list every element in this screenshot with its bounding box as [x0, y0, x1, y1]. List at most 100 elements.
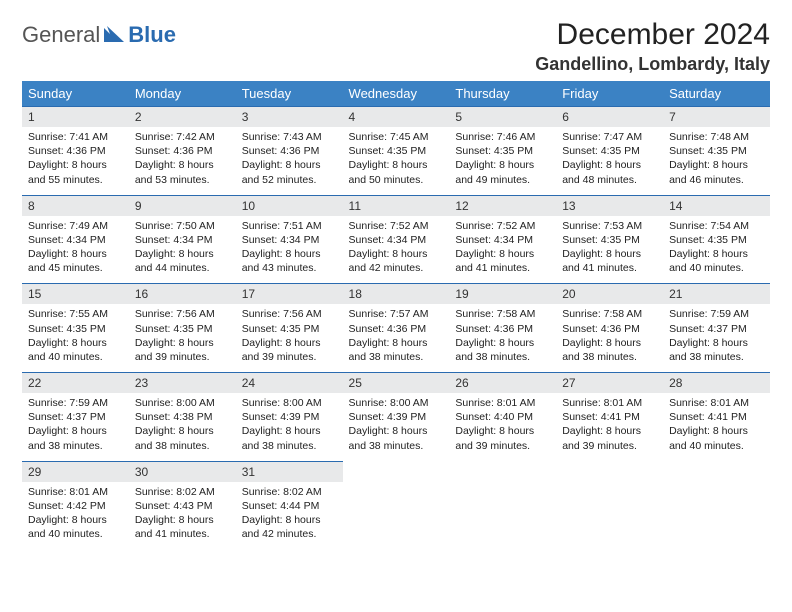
- calendar-cell: 17Sunrise: 7:56 AMSunset: 4:35 PMDayligh…: [236, 284, 343, 373]
- sunset-line: Sunset: 4:35 PM: [562, 144, 657, 158]
- sunset-line: Sunset: 4:35 PM: [562, 233, 657, 247]
- daylight-line: Daylight: 8 hours and 38 minutes.: [669, 336, 764, 364]
- calendar-row: 22Sunrise: 7:59 AMSunset: 4:37 PMDayligh…: [22, 373, 770, 462]
- daylight-line: Daylight: 8 hours and 40 minutes.: [669, 247, 764, 275]
- calendar-cell: 8Sunrise: 7:49 AMSunset: 4:34 PMDaylight…: [22, 195, 129, 284]
- sunrise-line: Sunrise: 8:00 AM: [242, 396, 337, 410]
- day-body: Sunrise: 7:53 AMSunset: 4:35 PMDaylight:…: [556, 216, 663, 284]
- calendar-cell: 24Sunrise: 8:00 AMSunset: 4:39 PMDayligh…: [236, 373, 343, 462]
- day-body: Sunrise: 8:01 AMSunset: 4:41 PMDaylight:…: [663, 393, 770, 461]
- calendar-cell: 20Sunrise: 7:58 AMSunset: 4:36 PMDayligh…: [556, 284, 663, 373]
- calendar-cell: [556, 461, 663, 549]
- calendar-cell: 22Sunrise: 7:59 AMSunset: 4:37 PMDayligh…: [22, 373, 129, 462]
- daylight-line: Daylight: 8 hours and 40 minutes.: [28, 336, 123, 364]
- calendar-cell: 26Sunrise: 8:01 AMSunset: 4:40 PMDayligh…: [449, 373, 556, 462]
- calendar-cell: 12Sunrise: 7:52 AMSunset: 4:34 PMDayligh…: [449, 195, 556, 284]
- daylight-line: Daylight: 8 hours and 40 minutes.: [28, 513, 123, 541]
- calendar-cell: 15Sunrise: 7:55 AMSunset: 4:35 PMDayligh…: [22, 284, 129, 373]
- calendar-cell: 1Sunrise: 7:41 AMSunset: 4:36 PMDaylight…: [22, 107, 129, 196]
- sunrise-line: Sunrise: 7:53 AM: [562, 219, 657, 233]
- calendar-row: 8Sunrise: 7:49 AMSunset: 4:34 PMDaylight…: [22, 195, 770, 284]
- sunset-line: Sunset: 4:36 PM: [28, 144, 123, 158]
- day-body: Sunrise: 7:59 AMSunset: 4:37 PMDaylight:…: [22, 393, 129, 461]
- sunrise-line: Sunrise: 7:55 AM: [28, 307, 123, 321]
- day-number: 1: [22, 107, 129, 127]
- calendar-row: 29Sunrise: 8:01 AMSunset: 4:42 PMDayligh…: [22, 461, 770, 549]
- daylight-line: Daylight: 8 hours and 49 minutes.: [455, 158, 550, 186]
- daylight-line: Daylight: 8 hours and 44 minutes.: [135, 247, 230, 275]
- sunset-line: Sunset: 4:41 PM: [669, 410, 764, 424]
- daylight-line: Daylight: 8 hours and 39 minutes.: [135, 336, 230, 364]
- day-body: Sunrise: 7:57 AMSunset: 4:36 PMDaylight:…: [343, 304, 450, 372]
- day-number: 17: [236, 284, 343, 304]
- sunrise-line: Sunrise: 8:02 AM: [242, 485, 337, 499]
- daylight-line: Daylight: 8 hours and 53 minutes.: [135, 158, 230, 186]
- day-body: Sunrise: 7:58 AMSunset: 4:36 PMDaylight:…: [449, 304, 556, 372]
- sunset-line: Sunset: 4:35 PM: [28, 322, 123, 336]
- sunset-line: Sunset: 4:37 PM: [28, 410, 123, 424]
- sunrise-line: Sunrise: 7:58 AM: [562, 307, 657, 321]
- day-body: Sunrise: 8:01 AMSunset: 4:41 PMDaylight:…: [556, 393, 663, 461]
- sunrise-line: Sunrise: 8:01 AM: [455, 396, 550, 410]
- brand-part2: Blue: [128, 22, 176, 48]
- calendar-cell: 21Sunrise: 7:59 AMSunset: 4:37 PMDayligh…: [663, 284, 770, 373]
- day-body: Sunrise: 7:48 AMSunset: 4:35 PMDaylight:…: [663, 127, 770, 195]
- sunset-line: Sunset: 4:36 PM: [242, 144, 337, 158]
- day-body: Sunrise: 7:49 AMSunset: 4:34 PMDaylight:…: [22, 216, 129, 284]
- day-number: 29: [22, 462, 129, 482]
- brand-part1: General: [22, 22, 100, 48]
- sunrise-line: Sunrise: 8:00 AM: [135, 396, 230, 410]
- sunset-line: Sunset: 4:44 PM: [242, 499, 337, 513]
- day-number: 27: [556, 373, 663, 393]
- day-number: 28: [663, 373, 770, 393]
- day-number: 10: [236, 196, 343, 216]
- sunrise-line: Sunrise: 8:02 AM: [135, 485, 230, 499]
- sunrise-line: Sunrise: 7:42 AM: [135, 130, 230, 144]
- day-number: 3: [236, 107, 343, 127]
- calendar-cell: 13Sunrise: 7:53 AMSunset: 4:35 PMDayligh…: [556, 195, 663, 284]
- daylight-line: Daylight: 8 hours and 55 minutes.: [28, 158, 123, 186]
- daylight-line: Daylight: 8 hours and 46 minutes.: [669, 158, 764, 186]
- daylight-line: Daylight: 8 hours and 38 minutes.: [349, 424, 444, 452]
- day-body: Sunrise: 7:43 AMSunset: 4:36 PMDaylight:…: [236, 127, 343, 195]
- day-number: 2: [129, 107, 236, 127]
- calendar-cell: 4Sunrise: 7:45 AMSunset: 4:35 PMDaylight…: [343, 107, 450, 196]
- day-body: Sunrise: 8:01 AMSunset: 4:42 PMDaylight:…: [22, 482, 129, 550]
- calendar-cell: 5Sunrise: 7:46 AMSunset: 4:35 PMDaylight…: [449, 107, 556, 196]
- daylight-line: Daylight: 8 hours and 39 minutes.: [242, 336, 337, 364]
- daylight-line: Daylight: 8 hours and 48 minutes.: [562, 158, 657, 186]
- daylight-line: Daylight: 8 hours and 38 minutes.: [135, 424, 230, 452]
- sunrise-line: Sunrise: 7:41 AM: [28, 130, 123, 144]
- daylight-line: Daylight: 8 hours and 38 minutes.: [455, 336, 550, 364]
- sunset-line: Sunset: 4:42 PM: [28, 499, 123, 513]
- day-body: Sunrise: 7:51 AMSunset: 4:34 PMDaylight:…: [236, 216, 343, 284]
- calendar-cell: 23Sunrise: 8:00 AMSunset: 4:38 PMDayligh…: [129, 373, 236, 462]
- daylight-line: Daylight: 8 hours and 39 minutes.: [562, 424, 657, 452]
- calendar-cell: 19Sunrise: 7:58 AMSunset: 4:36 PMDayligh…: [449, 284, 556, 373]
- sunset-line: Sunset: 4:39 PM: [349, 410, 444, 424]
- sunrise-line: Sunrise: 7:49 AM: [28, 219, 123, 233]
- day-number: 22: [22, 373, 129, 393]
- sunrise-line: Sunrise: 7:56 AM: [242, 307, 337, 321]
- daylight-line: Daylight: 8 hours and 43 minutes.: [242, 247, 337, 275]
- day-number: 14: [663, 196, 770, 216]
- calendar-cell: 2Sunrise: 7:42 AMSunset: 4:36 PMDaylight…: [129, 107, 236, 196]
- sunrise-line: Sunrise: 8:01 AM: [562, 396, 657, 410]
- title-block: December 2024 Gandellino, Lombardy, Ital…: [535, 18, 770, 75]
- day-body: Sunrise: 7:41 AMSunset: 4:36 PMDaylight:…: [22, 127, 129, 195]
- calendar-cell: 18Sunrise: 7:57 AMSunset: 4:36 PMDayligh…: [343, 284, 450, 373]
- calendar-cell: 10Sunrise: 7:51 AMSunset: 4:34 PMDayligh…: [236, 195, 343, 284]
- calendar-cell: [449, 461, 556, 549]
- sunrise-line: Sunrise: 7:51 AM: [242, 219, 337, 233]
- sunset-line: Sunset: 4:36 PM: [349, 322, 444, 336]
- day-body: Sunrise: 7:50 AMSunset: 4:34 PMDaylight:…: [129, 216, 236, 284]
- location-label: Gandellino, Lombardy, Italy: [535, 54, 770, 75]
- sunset-line: Sunset: 4:36 PM: [562, 322, 657, 336]
- day-body: Sunrise: 7:56 AMSunset: 4:35 PMDaylight:…: [129, 304, 236, 372]
- calendar-cell: 27Sunrise: 8:01 AMSunset: 4:41 PMDayligh…: [556, 373, 663, 462]
- calendar-cell: 3Sunrise: 7:43 AMSunset: 4:36 PMDaylight…: [236, 107, 343, 196]
- daylight-line: Daylight: 8 hours and 39 minutes.: [455, 424, 550, 452]
- day-number: 5: [449, 107, 556, 127]
- calendar-cell: 9Sunrise: 7:50 AMSunset: 4:34 PMDaylight…: [129, 195, 236, 284]
- day-number: 19: [449, 284, 556, 304]
